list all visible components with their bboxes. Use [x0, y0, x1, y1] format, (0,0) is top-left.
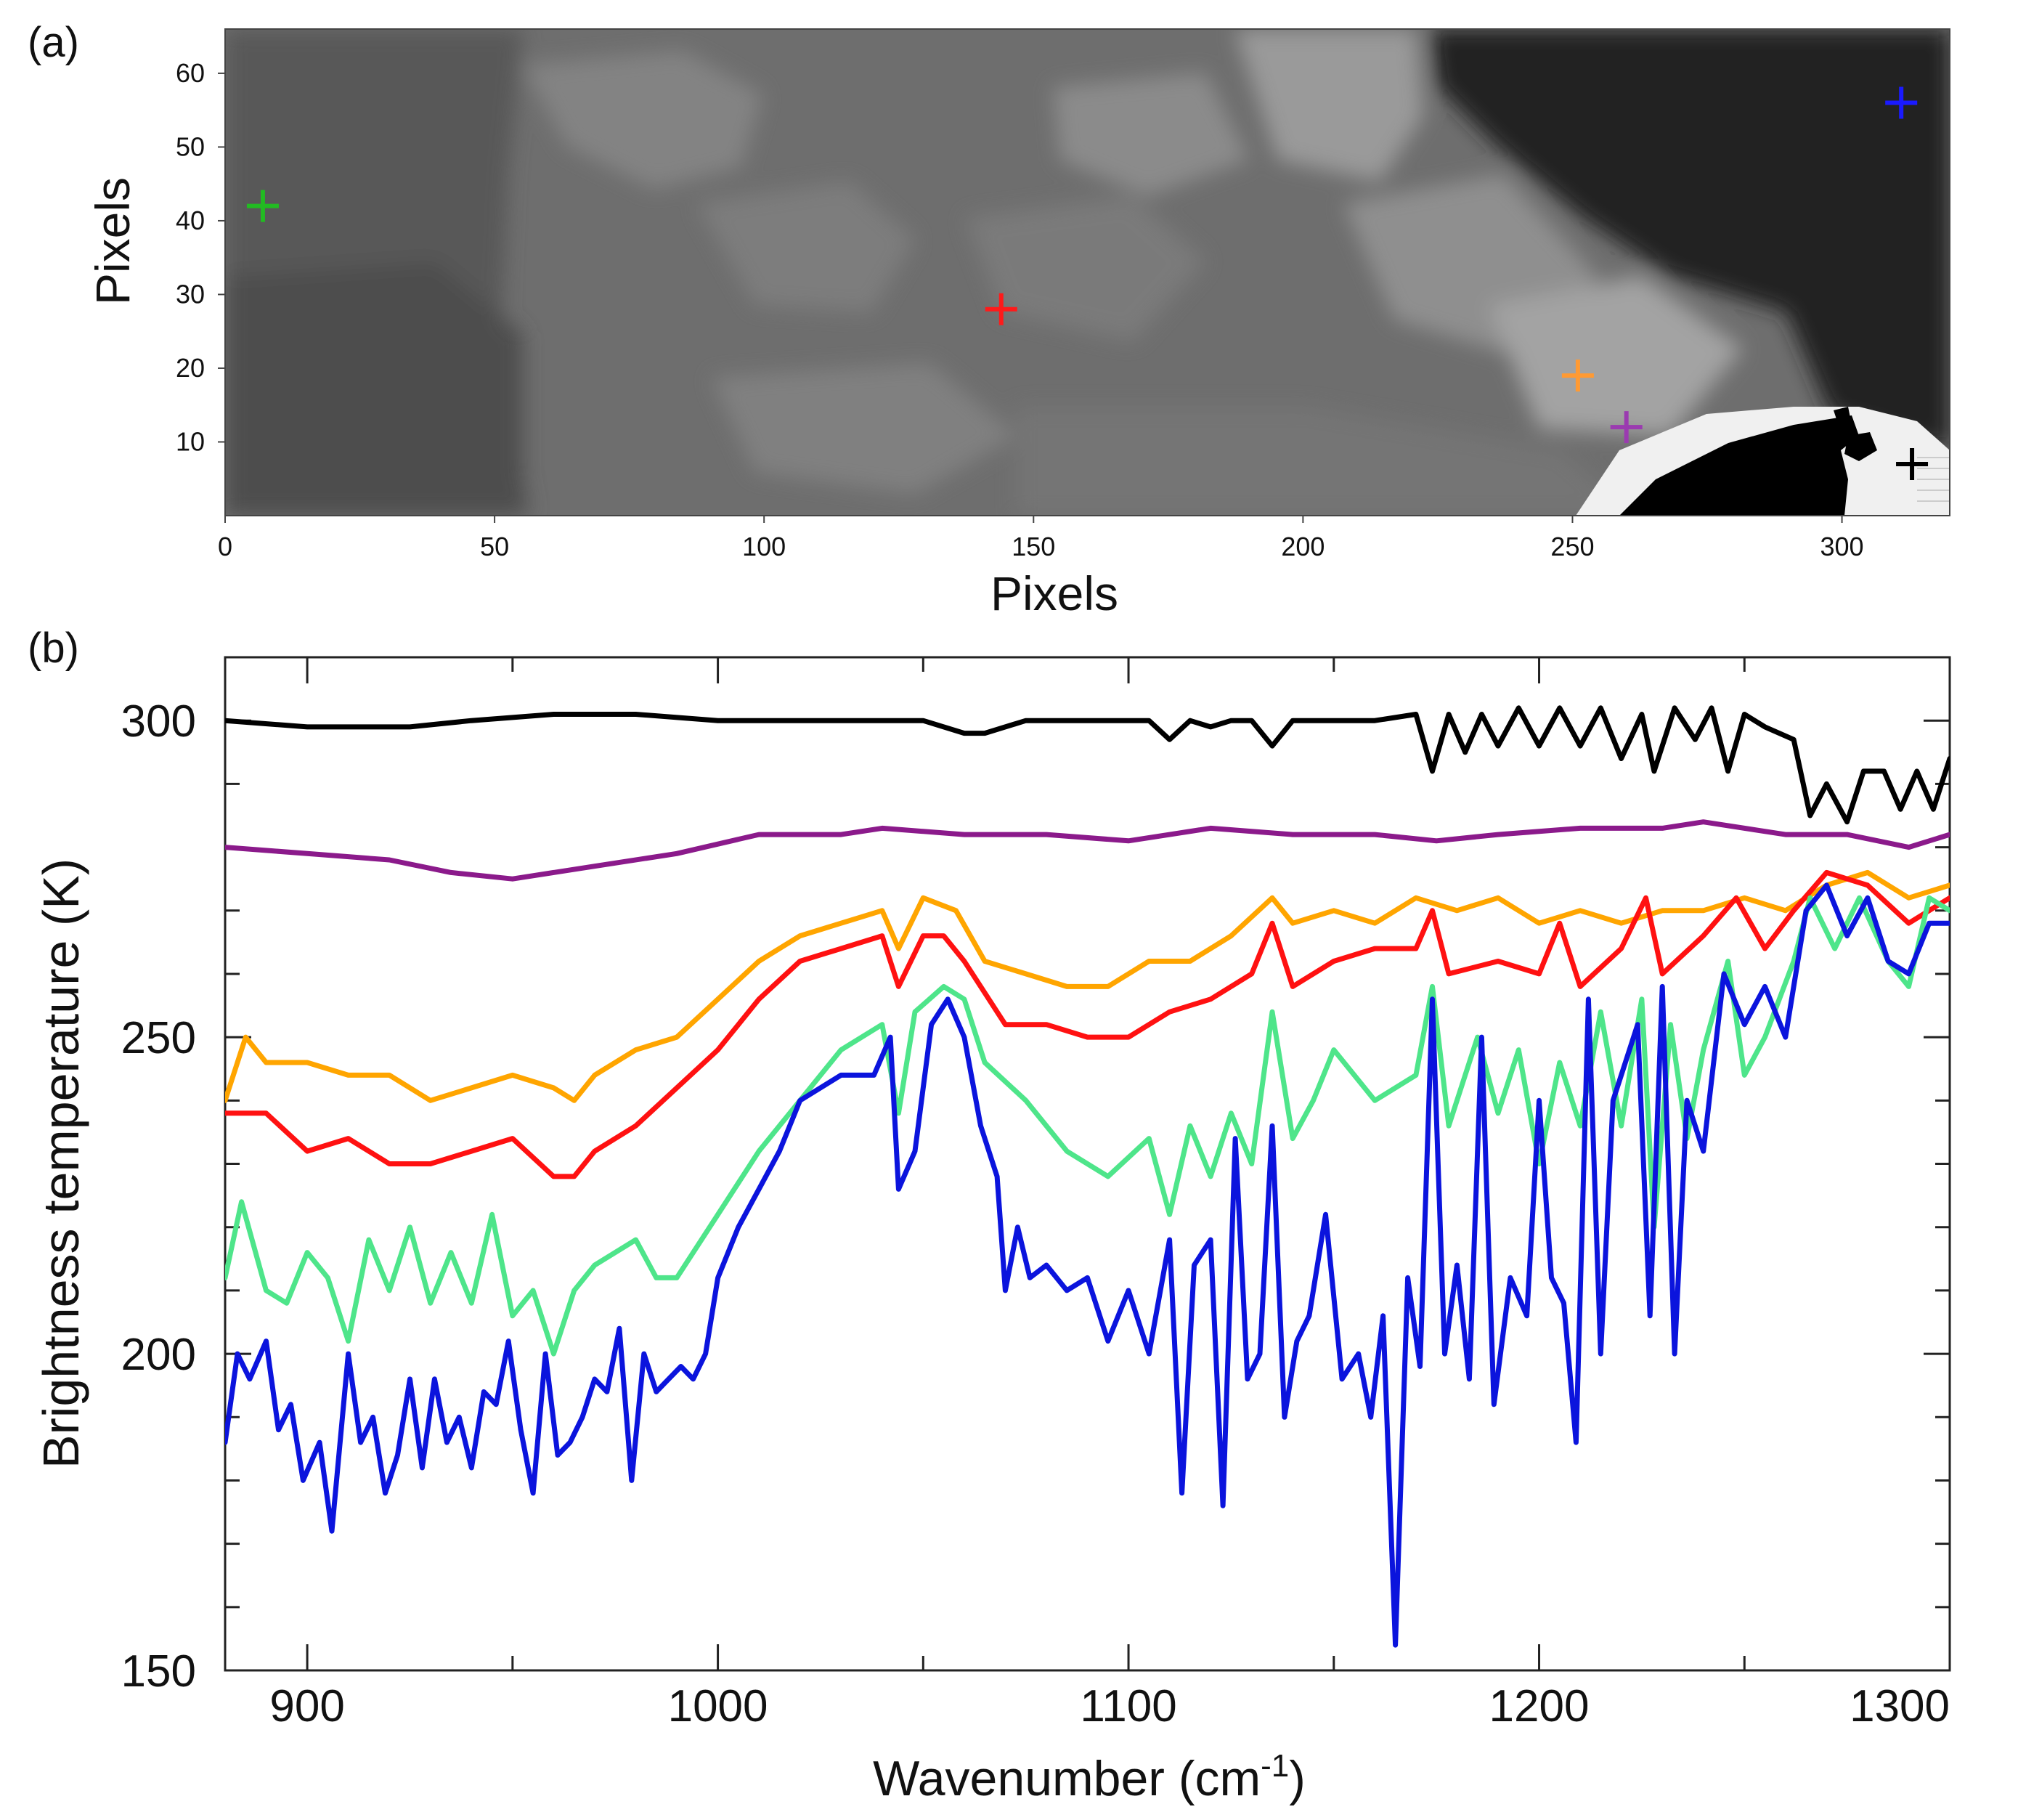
panel-a-y-tick-label: 60 [176, 58, 205, 88]
panel-b-y-tick-label: 200 [121, 1330, 196, 1380]
series-red-line [225, 869, 1950, 1179]
panel-a-markers [246, 86, 1929, 480]
panel-a-x-tick-label: 300 [1820, 532, 1864, 561]
panel-b-xlabel-end: ) [1289, 1751, 1306, 1806]
panel-b-series [225, 705, 1950, 1648]
panel-a-y-tick-label: 30 [176, 279, 205, 309]
series-black-line [225, 705, 1950, 825]
panel-a: (a) [28, 19, 1950, 620]
panel-a-y-tick-label: 10 [176, 426, 205, 456]
panel-a-label: (a) [28, 19, 79, 66]
panel-a-x-tick-label: 250 [1550, 532, 1594, 561]
panel-b-label: (b) [28, 625, 79, 672]
panel-b-xlabel-main: Wavenumber (cm [873, 1751, 1261, 1806]
panel-b-ylabel: Brightness temperature (K) [33, 858, 89, 1468]
panel-b-y-tick-label: 250 [121, 1013, 196, 1063]
heatmap-image [225, 29, 1950, 516]
panel-b-x-tick-label: 900 [269, 1681, 344, 1731]
series-purple-line [225, 819, 1950, 882]
panel-b-x-tick-label: 1100 [1080, 1681, 1176, 1731]
panel-a-x-tick-label: 50 [480, 532, 509, 561]
marker-blue [1885, 86, 1918, 119]
marker-red [985, 293, 1017, 325]
panel-a-x-tick-label: 200 [1281, 532, 1325, 561]
panel-a-x-tick-label: 100 [742, 532, 786, 561]
panel-a-y-tick-label: 50 [176, 131, 205, 161]
marker-orange [1561, 359, 1594, 392]
panel-b: (b) 150 200 250 300 900 1000 1100 1200 1300 Wave… [28, 625, 1951, 1806]
panel-b-x-tick-label: 1200 [1489, 1681, 1590, 1731]
series-blue-line [225, 882, 1950, 1648]
panel-a-x-tick-label: 150 [1012, 532, 1055, 561]
panel-a-x-tick-label: 0 [218, 532, 232, 561]
panel-b-x-tick-label: 1300 [1850, 1681, 1950, 1731]
panel-a-xlabel: Pixels [990, 566, 1118, 620]
marker-black [1896, 447, 1929, 480]
panel-b-y-tick-label: 300 [121, 696, 196, 747]
panel-a-y-tick-label: 40 [176, 206, 205, 235]
panel-a-frame [224, 28, 1950, 516]
marker-green [246, 190, 279, 222]
panel-b-xlabel: Wavenumber (cm-1) [873, 1748, 1306, 1806]
panel-a-y-tick-label: 20 [176, 353, 205, 383]
panel-a-ticks: 0 50 100 150 200 250 300 10 20 30 40 50 60 [176, 58, 1864, 561]
panel-b-x-tick-label: 1000 [668, 1681, 768, 1731]
marker-purple [1610, 411, 1643, 444]
panel-a-ylabel: Pixels [86, 177, 139, 305]
panel-b-xlabel-sup: -1 [1261, 1748, 1289, 1784]
panel-b-y-tick-label: 150 [121, 1646, 196, 1697]
panel-b-ticks: 150 200 250 300 900 1000 1100 1200 1300 [121, 656, 1951, 1731]
